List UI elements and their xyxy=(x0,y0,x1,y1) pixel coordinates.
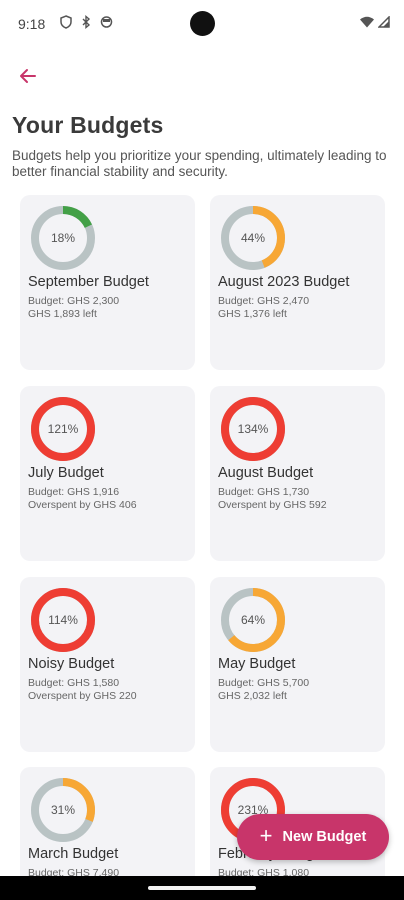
budget-remaining: GHS 1,893 left xyxy=(28,308,97,320)
ring-progress-arc xyxy=(31,397,95,461)
budget-progress-ring xyxy=(221,588,285,652)
new-budget-button[interactable]: + New Budget xyxy=(237,814,389,860)
budget-progress-ring xyxy=(31,206,95,270)
status-icons-right xyxy=(360,15,390,33)
budget-card[interactable]: 121% July Budget Budget: GHS 1,916 Overs… xyxy=(20,386,195,561)
page-subtitle: Budgets help you prioritize your spendin… xyxy=(12,148,387,179)
face-icon xyxy=(100,15,113,29)
arrow-left-icon xyxy=(20,69,36,83)
bluetooth-icon xyxy=(80,15,92,29)
budget-remaining: Overspent by GHS 592 xyxy=(218,499,327,511)
budget-progress-ring xyxy=(31,397,95,461)
budget-percent: 114% xyxy=(48,613,78,627)
budget-card[interactable]: 64% May Budget Budget: GHS 5,700 GHS 2,0… xyxy=(210,577,385,752)
ring-progress-arc xyxy=(221,206,285,270)
budget-progress-ring xyxy=(31,778,95,842)
budget-amount: Budget: GHS 2,300 xyxy=(28,295,120,307)
budget-amount: Budget: GHS 1,580 xyxy=(28,677,120,689)
budget-percent: 134% xyxy=(237,422,269,436)
home-indicator[interactable] xyxy=(148,886,256,890)
budget-card[interactable]: 134% August Budget Budget: GHS 1,730 Ove… xyxy=(210,386,385,561)
budget-percent: 121% xyxy=(47,422,79,436)
budget-remaining: Overspent by GHS 406 xyxy=(28,499,137,511)
budget-progress-ring xyxy=(31,588,95,652)
budget-progress-ring xyxy=(221,206,285,270)
budget-name: May Budget xyxy=(218,656,296,672)
budget-remaining: Overspent by GHS 220 xyxy=(28,690,137,702)
ring-progress-arc xyxy=(31,588,95,652)
page-title: Your Budgets xyxy=(12,112,164,138)
new-budget-label: New Budget xyxy=(282,829,367,845)
budget-name: September Budget xyxy=(28,274,149,290)
budget-name: March Budget xyxy=(28,846,119,862)
budget-name: Noisy Budget xyxy=(28,656,115,672)
status-time: 9:18 xyxy=(18,16,46,32)
status-icons-left xyxy=(60,15,113,29)
budget-amount: Budget: GHS 2,470 xyxy=(218,295,310,307)
budget-remaining: GHS 1,376 left xyxy=(218,308,287,320)
vpn-shield-icon xyxy=(60,15,72,29)
ring-progress-arc xyxy=(221,588,285,652)
budget-percent: 44% xyxy=(240,231,266,245)
budget-progress-ring xyxy=(221,397,285,461)
ring-progress-arc xyxy=(31,206,95,270)
budget-name: August 2023 Budget xyxy=(218,274,350,290)
budget-amount: Budget: GHS 5,700 xyxy=(218,677,310,689)
status-bar: 9:18 xyxy=(0,0,404,48)
budget-percent: 31% xyxy=(50,803,76,817)
camera-cutout xyxy=(190,11,215,36)
wifi-icon xyxy=(360,15,374,33)
budget-name: July Budget xyxy=(28,465,104,481)
budget-amount: Budget: GHS 1,730 xyxy=(218,486,310,498)
budget-amount: Budget: GHS 1,916 xyxy=(28,486,120,498)
budget-percent: 18% xyxy=(50,231,76,245)
budget-card[interactable]: 114% Noisy Budget Budget: GHS 1,580 Over… xyxy=(20,577,195,752)
plus-icon: + xyxy=(259,823,273,848)
signal-icon xyxy=(377,15,390,33)
ring-progress-arc xyxy=(31,778,95,842)
back-button[interactable] xyxy=(12,60,44,92)
budget-card[interactable]: 44% August 2023 Budget Budget: GHS 2,470… xyxy=(210,195,385,370)
budget-name: August Budget xyxy=(218,465,314,481)
budget-remaining: GHS 2,032 left xyxy=(218,690,287,702)
budget-percent: 64% xyxy=(240,613,266,627)
budget-percent: 231% xyxy=(237,803,269,817)
budget-card[interactable]: 18% September Budget Budget: GHS 2,300 G… xyxy=(20,195,195,370)
ring-progress-arc xyxy=(221,397,285,461)
